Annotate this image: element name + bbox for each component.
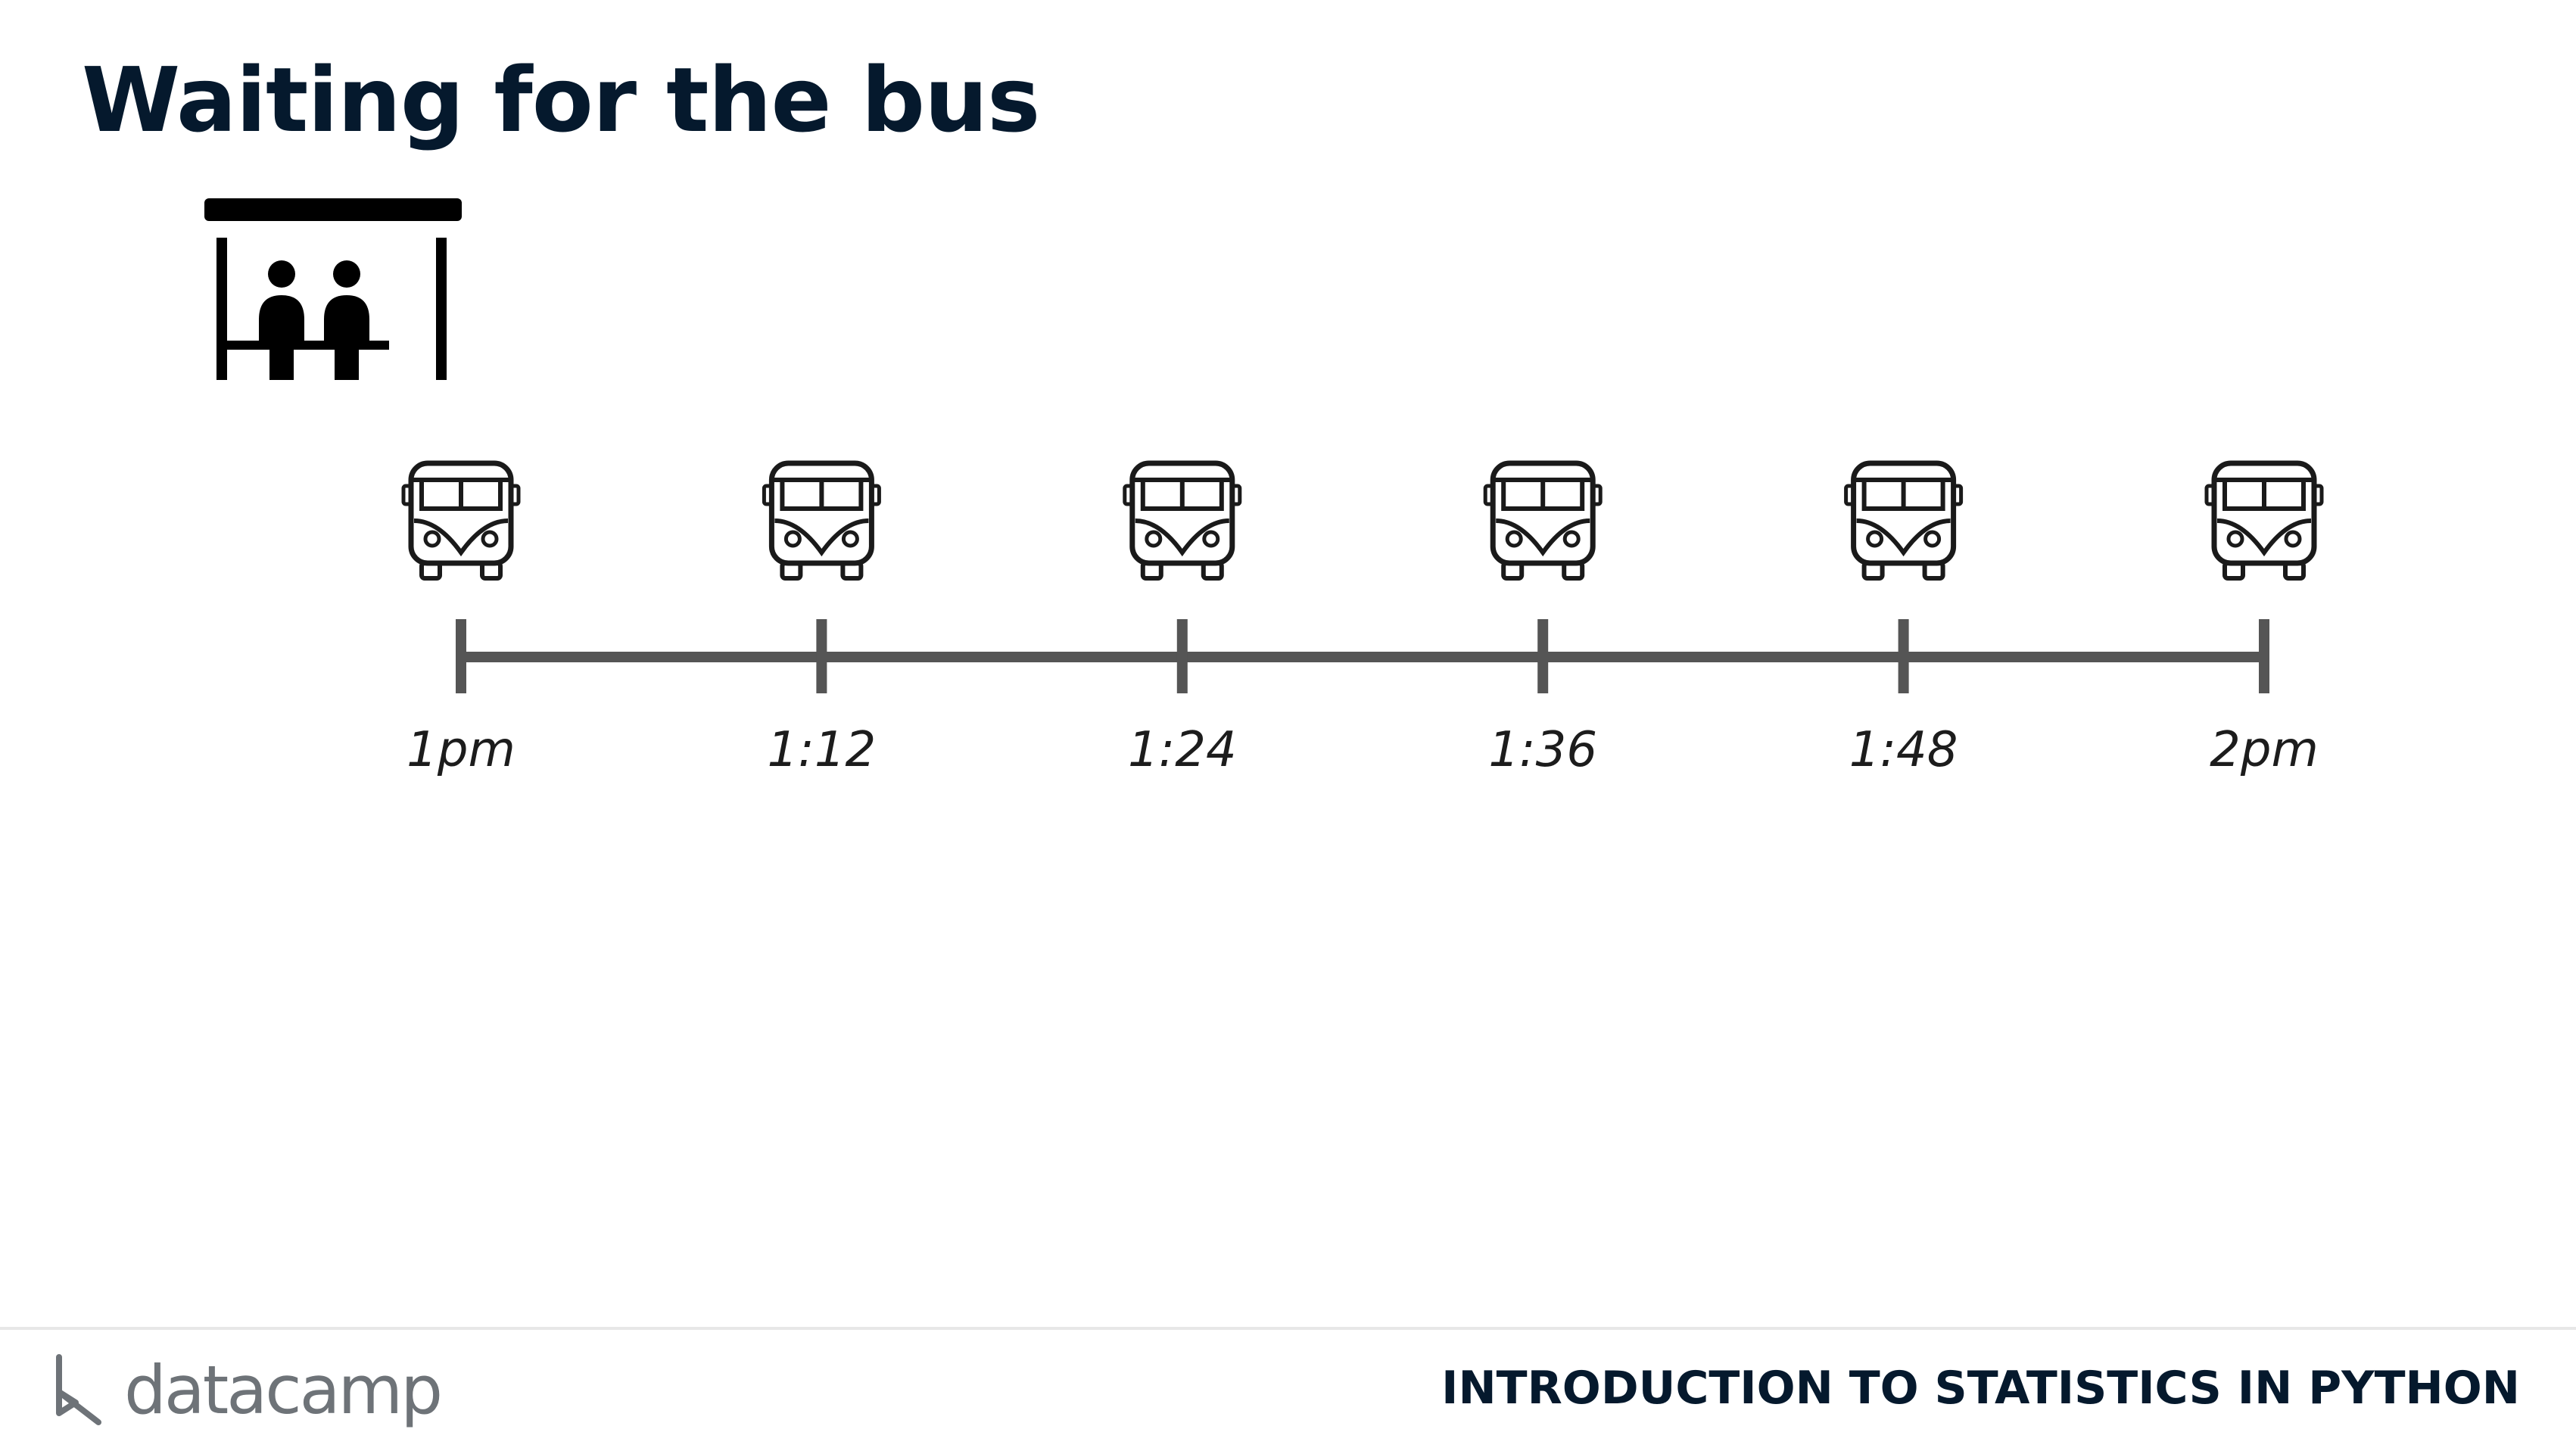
bus-icon — [1485, 463, 1600, 578]
course-title: INTRODUCTION TO STATISTICS IN PYTHON — [1441, 1362, 2520, 1415]
time-label: 1:48 — [1849, 722, 1958, 778]
logo-text: datacamp — [124, 1351, 443, 1429]
bus-icon — [1125, 463, 1240, 578]
time-label: 1pm — [406, 722, 516, 778]
footer-divider — [0, 1327, 2576, 1330]
datacamp-logo-icon — [56, 1354, 101, 1425]
datacamp-logo: datacamp — [53, 1349, 443, 1432]
bus-icon — [764, 463, 879, 578]
bus-icon — [403, 463, 519, 578]
bus-timeline: 1pm 1:12 1:24 1:36 1:48 2pm — [0, 0, 2576, 778]
time-label: 1:24 — [1128, 722, 1237, 778]
slide-title: Waiting for the bus — [82, 48, 1040, 152]
time-label: 1:12 — [768, 722, 877, 778]
bus-icon — [2207, 463, 2322, 578]
bus-icon — [1846, 463, 1961, 578]
time-label: 2pm — [2210, 722, 2319, 778]
time-label: 1:36 — [1488, 722, 1597, 778]
bus-stop-shelter-icon — [204, 198, 462, 380]
